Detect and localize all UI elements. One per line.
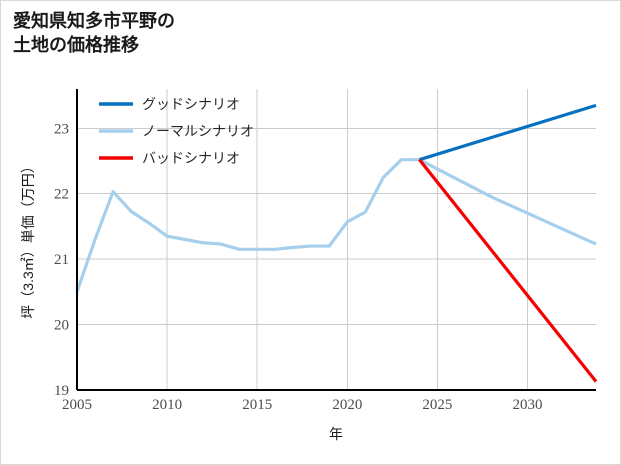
y-tick-labels: 19 20 21 22 23 [54, 121, 69, 399]
series-line-1 [75, 158, 597, 293]
y-axis-title: 坪（3.3㎡）単価（万円） [20, 159, 36, 318]
y-tick-label: 21 [54, 252, 69, 268]
series-line-2 [418, 158, 598, 383]
x-axis-title: 年 [329, 426, 343, 442]
y-tick-label: 22 [54, 187, 69, 203]
x-tick-labels: 2005 2010 2015 2020 2025 2030 [62, 397, 543, 413]
legend-label-0: グッドシナリオ [142, 97, 240, 113]
axis-spines [75, 89, 596, 392]
chart-title: 愛知県知多市平野の 土地の価格推移 [13, 11, 175, 56]
x-tick-label: 2005 [62, 397, 92, 413]
x-tick-label: 2025 [422, 397, 452, 413]
x-tick-label: 2015 [242, 397, 272, 413]
legend-label-1: ノーマルシナリオ [142, 125, 254, 140]
series-line-0 [418, 103, 597, 162]
legend-label-2: バッドシナリオ [142, 152, 240, 167]
y-tick-label: 20 [54, 318, 69, 334]
x-tick-label: 2030 [513, 397, 543, 413]
x-tick-label: 2020 [332, 397, 362, 413]
y-tick-label: 23 [54, 121, 69, 137]
y-gridlines [77, 127, 596, 391]
series-lines [75, 103, 598, 383]
y-tick-label: 19 [54, 383, 69, 399]
x-tick-label: 2010 [152, 397, 182, 413]
